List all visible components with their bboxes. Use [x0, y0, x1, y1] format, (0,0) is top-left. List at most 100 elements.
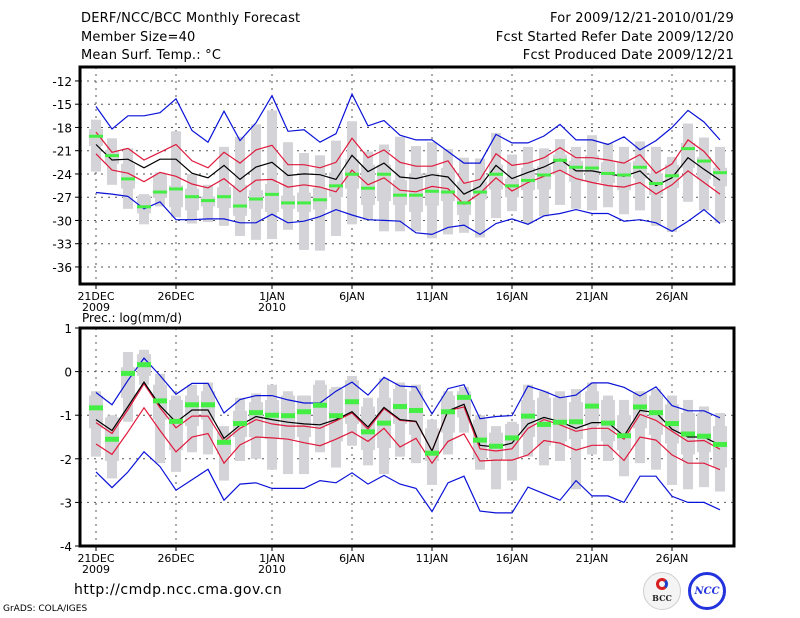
median-marker [553, 158, 567, 162]
median-marker [217, 195, 231, 199]
median-marker [233, 204, 247, 208]
median-marker [409, 407, 423, 413]
source-url[interactable]: http://cmdp.ncc.cma.gov.cn [74, 582, 283, 598]
median-marker [457, 394, 471, 400]
median-marker [569, 419, 583, 425]
median-marker [265, 412, 279, 418]
inner-range-box [409, 391, 423, 435]
xtick-label: 26JAN [656, 290, 689, 303]
median-marker [697, 433, 711, 439]
xtick-label: 26JAN [656, 552, 689, 565]
xtick-label: 1JAN [259, 552, 285, 565]
median-marker [313, 402, 327, 408]
median-marker [585, 166, 599, 170]
inner-range-box [649, 395, 663, 435]
inner-range-box [233, 184, 247, 216]
median-marker [441, 190, 455, 194]
inner-range-box [137, 195, 151, 214]
series-line-outer-lower [95, 191, 721, 236]
plot-frame [78, 65, 736, 286]
median-marker [297, 201, 311, 205]
median-marker [393, 193, 407, 197]
median-marker [457, 201, 471, 205]
inner-range-box [585, 391, 599, 427]
series-line-mean [95, 381, 721, 453]
median-marker [201, 402, 215, 408]
median-marker [521, 178, 535, 182]
xtick-label: 21JAN [576, 552, 609, 565]
xtick-label: 6JAN [339, 290, 365, 303]
median-marker [313, 198, 327, 202]
ytick-label: -4 [60, 540, 72, 554]
median-marker [425, 450, 439, 456]
inner-range-box [89, 395, 103, 429]
xtick-label: 16JAN [496, 552, 529, 565]
outer-range-bar [171, 131, 181, 218]
grads-credit: GrADS: COLA/IGES [3, 604, 88, 614]
median-marker [281, 201, 295, 205]
median-marker [137, 362, 151, 368]
top-variable-label: Mean Surf. Temp.: °C [81, 48, 222, 63]
inner-range-box [505, 178, 519, 198]
ytick-label: -3 [60, 496, 72, 510]
median-marker [681, 431, 695, 437]
xtick-sublabel: 2010 [258, 563, 286, 576]
median-marker [297, 409, 311, 415]
median-marker [585, 403, 599, 409]
xtick-sublabel: 2009 [82, 563, 110, 576]
median-marker [345, 399, 359, 405]
inner-range-box [393, 180, 407, 205]
ytick-label: -30 [52, 214, 72, 228]
median-marker [201, 199, 215, 203]
series-line-mean [95, 144, 721, 195]
outer-range-bar [219, 146, 229, 226]
xtick-label: 26DEC [157, 290, 194, 303]
series-line-outer-lower [95, 450, 721, 514]
median-marker [361, 429, 375, 435]
inner-range-box [265, 184, 279, 212]
median-marker [185, 195, 199, 199]
median-marker [489, 443, 503, 449]
median-marker [169, 418, 183, 424]
median-marker [89, 134, 103, 138]
xtick-label: 21DEC [77, 552, 114, 565]
median-marker [105, 436, 119, 442]
median-marker [265, 192, 279, 196]
median-marker [121, 370, 135, 376]
inner-range-box [617, 415, 631, 451]
median-marker [153, 190, 167, 194]
median-marker [553, 419, 567, 425]
bcc-swirl-icon [656, 578, 668, 590]
outer-range-bar [267, 110, 277, 240]
median-marker [633, 404, 647, 410]
ytick-label: -27 [52, 191, 72, 205]
median-marker [393, 404, 407, 410]
xtick-label: 16JAN [496, 290, 529, 303]
median-marker [473, 437, 487, 443]
median-marker [697, 159, 711, 163]
inner-range-box [553, 397, 567, 442]
xtick-label: 1JAN [259, 290, 285, 303]
median-marker [617, 173, 631, 177]
median-marker [441, 409, 455, 415]
ytick-label: -12 [52, 75, 72, 89]
outer-range-bar [283, 142, 293, 230]
median-marker [105, 154, 119, 158]
series-line-inner-lower [95, 153, 721, 205]
median-marker [537, 421, 551, 427]
inner-range-box [153, 174, 167, 198]
outer-range-bar [251, 124, 261, 240]
xtick-label: 21DEC [77, 290, 114, 303]
series-line-inner-upper [95, 131, 721, 184]
inner-range-box [409, 173, 423, 212]
median-marker [377, 420, 391, 426]
median-marker [121, 177, 135, 181]
median-marker [569, 165, 583, 169]
bcc-logo-text: BCC [652, 593, 672, 603]
inner-range-box [185, 188, 199, 211]
inner-range-box [441, 167, 455, 202]
median-marker [217, 439, 231, 445]
ytick-label: -1 [60, 409, 72, 423]
